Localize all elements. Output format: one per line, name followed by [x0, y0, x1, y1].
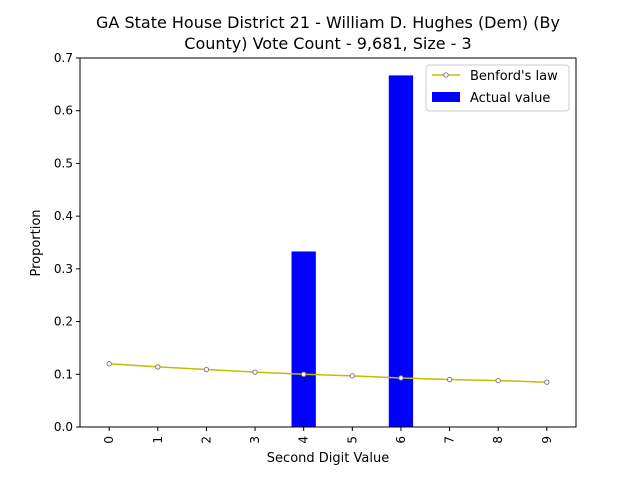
legend-label-actual: Actual value [470, 91, 550, 106]
plot-frame [79, 57, 577, 428]
x-tick-label-7: 7 [443, 436, 457, 444]
benford-line [109, 362, 547, 383]
benford-point-7 [446, 376, 453, 383]
bar-digit-4 [291, 251, 316, 427]
x-tick-label-5: 5 [345, 436, 359, 444]
legend-box [425, 64, 570, 112]
benford-point-9 [544, 379, 550, 385]
benford-point-6 [398, 375, 404, 381]
x-tick-label-9: 9 [540, 436, 554, 444]
legend-bar-swatch [432, 92, 460, 102]
y-tick-label-0.6: 0.6 [54, 104, 73, 118]
y-tick-label-0.7: 0.7 [54, 51, 73, 65]
legend-marker-swatch [443, 72, 449, 78]
x-tick-label-2: 2 [199, 436, 213, 444]
x-tick-label-0: 0 [102, 436, 116, 444]
y-tick-label-0.2: 0.2 [54, 315, 73, 329]
benford-point-1 [155, 364, 161, 370]
bar-digit-6 [388, 75, 414, 427]
chart-title-line-2: County) Vote Count - 9,681, Size - 3 [184, 34, 471, 53]
y-tick-label-0.1: 0.1 [54, 367, 73, 381]
legend-label-benford: Benford's law [470, 69, 558, 84]
x-tick-label-1: 1 [151, 436, 165, 444]
y-tick-label-0.5: 0.5 [54, 156, 73, 170]
benford-point-0 [106, 361, 112, 367]
benford-point-4 [300, 371, 307, 377]
x-tick-label-6: 6 [394, 436, 408, 444]
bars-layer [291, 75, 414, 427]
legend: Benford's law Actual value [425, 64, 570, 112]
x-tick-label-4: 4 [297, 436, 311, 444]
axes-layer: 0 1 2 3 4 5 6 7 8 9 0.0 0.1 0.2 0.3 0.4 0.5 0.6 0.7 [54, 51, 577, 444]
chart-title-line-1: GA State House District 21 - William D. … [96, 13, 560, 32]
y-tick-label-0.4: 0.4 [54, 209, 73, 223]
y-tick-label-0.0: 0.0 [54, 420, 73, 434]
y-axis-label: Proportion [29, 209, 44, 276]
benford-point-3 [252, 369, 258, 375]
benford-point-2 [203, 366, 210, 373]
benford-point-8 [495, 377, 501, 384]
x-axis-label: Second Digit Value [267, 451, 389, 466]
y-tick-label-0.3: 0.3 [54, 262, 73, 276]
benford-line-layer [106, 361, 550, 385]
x-tick-label-8: 8 [491, 436, 505, 444]
x-tick-label-3: 3 [248, 436, 262, 444]
benford-point-5 [349, 373, 356, 379]
